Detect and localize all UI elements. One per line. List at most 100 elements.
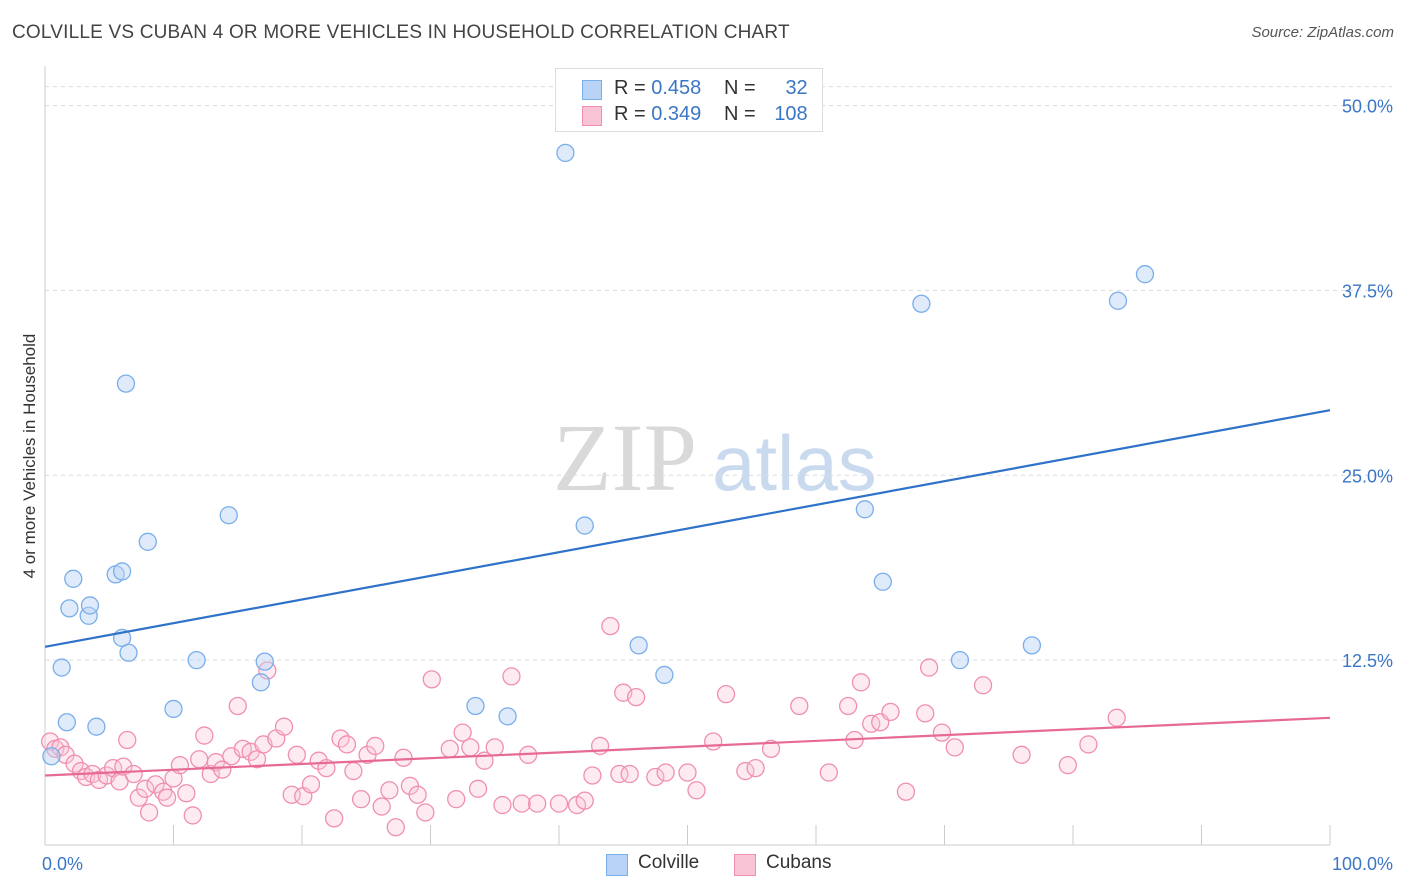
colville-trend-line: [44, 409, 1331, 648]
cubans-point: [351, 790, 371, 809]
colville-point: [119, 643, 138, 662]
cubans-point: [704, 732, 723, 751]
legend-row-cubans: R = 0.349 N = 108: [556, 103, 822, 129]
colville-point: [575, 516, 594, 535]
cubans-point: [687, 781, 706, 800]
cubans-point: [195, 726, 214, 745]
colville-point: [1022, 636, 1042, 655]
cubans-point: [309, 751, 328, 770]
cubans-point: [440, 739, 459, 759]
cubans-point: [416, 803, 435, 822]
cubans-point: [394, 748, 413, 767]
colville-point: [42, 747, 61, 766]
cubans-point: [337, 735, 357, 754]
stats-legend: R = 0.458 N = 32 R = 0.349 N = 108: [555, 68, 823, 132]
colville-point: [164, 699, 183, 719]
y-axis-label: 4 or more Vehicles in Household: [20, 333, 39, 579]
cubans-point: [851, 673, 871, 692]
cubans-point: [819, 763, 838, 782]
colville-point: [950, 650, 970, 670]
cubans-point: [626, 687, 646, 707]
cubans-point: [372, 797, 391, 816]
colville-point: [255, 652, 274, 671]
cubans-point: [761, 739, 781, 759]
cubans-series: [40, 616, 1126, 837]
colville-point: [655, 665, 674, 685]
cubans-point: [790, 696, 809, 716]
cubans-point: [583, 766, 602, 785]
cubans-point: [1058, 755, 1078, 775]
cubans-point: [183, 806, 202, 825]
cubans-point: [228, 696, 247, 716]
colville-point: [1108, 291, 1128, 310]
cubans-point: [366, 736, 385, 756]
cubans-point: [468, 779, 488, 798]
y-tick-labels: 12.5% 25.0% 37.5% 50.0%: [1342, 97, 1393, 672]
cubans-point: [620, 764, 639, 784]
colville-point: [64, 569, 83, 588]
colville-point: [57, 713, 76, 732]
colville-point: [187, 650, 206, 670]
cubans-point: [65, 754, 84, 773]
cubans-point: [736, 761, 755, 781]
cubans-point: [973, 676, 993, 695]
colville-series: [42, 143, 1155, 766]
cubans-point: [380, 781, 399, 800]
legend-row-colville: R = 0.458 N = 32: [556, 77, 822, 103]
cubans-point: [324, 809, 344, 828]
watermark-atlas: atlas: [712, 419, 877, 507]
cubans-point: [502, 667, 521, 686]
colville-point: [52, 658, 71, 677]
cubans-legend-label: Cubans: [766, 852, 832, 873]
cubans-point: [274, 717, 294, 736]
colville-point: [116, 374, 136, 393]
y-tick-label: 37.5%: [1342, 281, 1393, 301]
cubans-point: [190, 750, 209, 769]
colville-point: [912, 294, 931, 313]
colville-point: [80, 596, 100, 615]
y-tick-label: 25.0%: [1342, 466, 1393, 486]
cubans-point: [896, 782, 916, 801]
cubans-point: [146, 775, 165, 794]
x-tick-label: 100.0%: [1332, 854, 1393, 874]
cubans-point: [716, 685, 736, 704]
cubans-point: [1012, 745, 1031, 764]
cubans-point: [170, 755, 190, 775]
colville-point: [556, 143, 575, 163]
cubans-r-label: R =: [614, 103, 646, 125]
cubans-point: [201, 764, 220, 784]
colville-point: [60, 599, 79, 618]
colville-point: [138, 532, 157, 551]
cubans-point: [932, 723, 952, 742]
colville-r-value: 0.458: [651, 77, 702, 99]
chart-title: COLVILLE VS CUBAN 4 OR MORE VEHICLES IN …: [12, 22, 790, 43]
colville-legend-label: Colville: [638, 852, 700, 873]
cubans-point: [549, 794, 569, 813]
trend-lines: [44, 409, 1331, 777]
cubans-point: [1107, 708, 1126, 727]
cubans-point: [945, 738, 964, 757]
cubans-point: [136, 779, 155, 798]
colville-point: [873, 572, 892, 591]
colville-point: [855, 500, 874, 519]
grid-lines: [45, 86, 1392, 661]
colville-point: [251, 673, 271, 692]
colville-point: [629, 636, 648, 655]
x-tick-labels: 0.0% 100.0%: [42, 854, 1393, 874]
cubans-point: [344, 761, 363, 781]
y-tick-label: 50.0%: [1342, 97, 1393, 117]
cubans-point: [610, 764, 629, 784]
colville-swatch: [582, 80, 602, 100]
cubans-point: [461, 738, 480, 757]
colville-legend-swatch: [606, 854, 628, 876]
cubans-point: [1079, 735, 1098, 754]
cubans-point: [575, 791, 594, 810]
cubans-point: [512, 794, 531, 813]
cubans-point: [422, 670, 441, 689]
cubans-point: [485, 738, 504, 757]
cubans-point: [453, 723, 472, 742]
axes: [44, 66, 1331, 846]
cubans-point: [919, 658, 939, 677]
cubans-legend-swatch: [734, 854, 756, 876]
